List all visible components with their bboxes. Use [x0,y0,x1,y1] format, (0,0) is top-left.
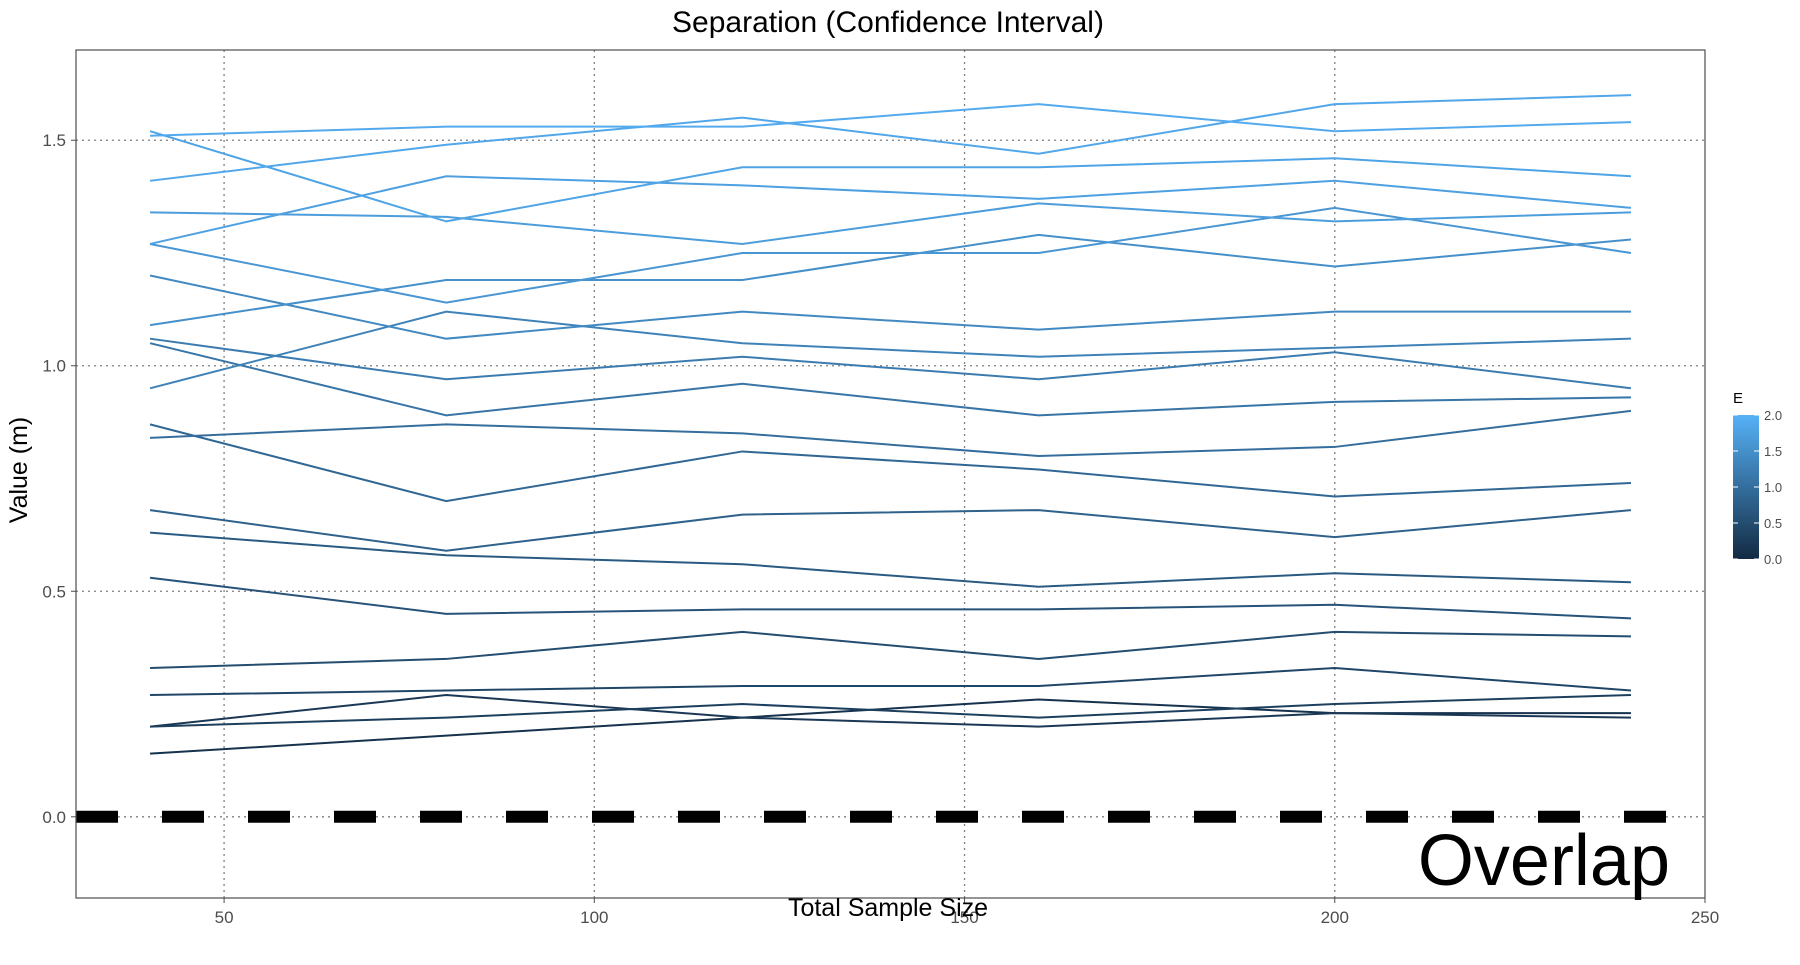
x-tick-label: 150 [950,908,978,927]
series-line [149,531,1631,588]
colorbar-tick-label: 1.5 [1764,444,1782,459]
series-line [149,423,1632,503]
overlap-annotation: Overlap [1418,821,1670,901]
plot-border [75,49,1706,899]
x-tick-label: 50 [215,908,234,927]
series-line [150,202,1631,245]
colorbar-tick-label: 1.0 [1764,480,1782,495]
legend-title: E [1733,390,1743,407]
y-axis-title: Value (m) [5,417,33,524]
colorbar-ticks: 0.0 0.5 1.0 1.5 2.0 [1733,408,1782,567]
series-line [149,206,1632,304]
series-line [149,274,1631,340]
y-tick-label: 0.0 [42,808,66,827]
color-legend: E 0.0 0.5 1.0 1.5 2.0 [1733,390,1782,567]
x-tick-label: 100 [580,908,608,927]
y-tick-label: 1.5 [42,131,66,150]
series-line [149,233,1632,327]
x-tick-label: 200 [1321,908,1349,927]
series-line [150,103,1631,137]
series-line [149,694,1631,728]
series-line [149,94,1631,182]
axis-ticks: 50 100 150 200 250 0.0 0.5 1.0 1.5 [42,131,1719,927]
x-axis-title: Total Sample Size [788,894,988,922]
y-tick-label: 0.5 [42,582,66,601]
series-line [149,175,1632,245]
series-line [149,337,1632,390]
series-line [150,694,1631,728]
series-line [149,130,1632,223]
series-line [150,630,1631,669]
series-line [150,666,1632,697]
colorbar-tick-label: 2.0 [1764,408,1782,423]
series-line [149,310,1631,390]
series-line [149,409,1632,457]
series-lines [149,94,1632,755]
chart-title: Separation (Confidence Interval) [672,6,1104,39]
series-line [149,698,1631,755]
series-line [149,509,1632,552]
y-tick-label: 1.0 [42,357,66,376]
gridlines [76,50,1705,898]
colorbar-tick-label: 0.5 [1764,516,1782,531]
series-line [149,342,1631,417]
x-tick-label: 250 [1691,908,1719,927]
series-line [149,576,1632,620]
colorbar-tick-label: 0.0 [1764,552,1782,567]
